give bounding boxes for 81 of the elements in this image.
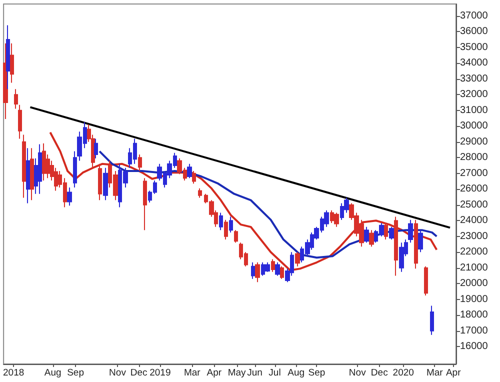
x-tick-label: Aug [44, 368, 62, 378]
x-tick-label: Nov [109, 368, 126, 378]
x-tick-label: Sep [67, 368, 84, 378]
candlestick [94, 138, 98, 159]
x-tick-label: 2018 [2, 368, 24, 378]
candlestick [265, 262, 270, 272]
y-tick-label: 18000 [460, 310, 488, 321]
candlestick [280, 266, 284, 280]
x-tick-label: Sep [308, 368, 326, 378]
y-tick-label: 30000 [460, 120, 488, 132]
candlestick [275, 262, 280, 276]
y-tick-label: 19000 [460, 294, 488, 305]
y-tick-label: 16000 [460, 341, 488, 352]
candlestick [14, 88, 18, 110]
y-tick-label: 17000 [460, 325, 488, 336]
y-tick-label: 34000 [460, 58, 488, 69]
y-tick-label: 23000 [460, 230, 488, 242]
candlestick [364, 226, 369, 244]
y-tick-label: 20000 [460, 278, 488, 290]
candlestick [219, 212, 223, 231]
x-tick-label: Aug [288, 368, 305, 378]
x-tick-label: Dec [370, 368, 388, 378]
x-tick-label: Mar [184, 368, 200, 378]
candlestick [18, 104, 22, 140]
candlestick [6, 24, 10, 90]
x-tick-label: Mar [426, 368, 443, 378]
y-tick-label: 26000 [460, 184, 488, 195]
candlestick [26, 148, 30, 204]
y-tick-label: 24000 [460, 215, 488, 226]
y-tick-label: 29000 [460, 136, 488, 148]
y-tick-label: 27000 [460, 168, 488, 179]
y-tick-label: 22000 [460, 246, 488, 258]
x-tick-label: Jul [268, 368, 281, 378]
y-tick-label: 31000 [460, 104, 488, 116]
x-tick-label: Nov [348, 368, 366, 378]
candlestick [42, 142, 46, 181]
candlestick [38, 144, 42, 194]
candlestick [192, 170, 196, 184]
candlestick [98, 163, 102, 201]
y-tick-label: 33000 [460, 73, 488, 84]
candlestick [334, 212, 339, 228]
candlestick [369, 230, 374, 248]
candlestick [187, 163, 192, 179]
candlestick [251, 262, 255, 280]
candlestick [229, 216, 233, 233]
x-tick-label: Jun [247, 368, 262, 378]
candlestick [224, 219, 228, 240]
candlestick [384, 222, 388, 240]
candlestick [389, 226, 394, 240]
candlestick [73, 150, 77, 188]
x-tick-label: May [228, 368, 246, 378]
x-tick-label: Apr [446, 368, 461, 378]
candlestick [234, 230, 238, 244]
candlestick [22, 134, 26, 198]
x-tick-label: 2020 [392, 368, 414, 378]
candlestick [103, 167, 108, 201]
y-tick-label: 25000 [460, 199, 488, 210]
candlestick [408, 219, 413, 244]
line-series [98, 150, 438, 259]
y-tick-label: 36000 [460, 26, 488, 38]
x-tick-label: 2019 [150, 368, 171, 378]
x-tick-label: Dec [130, 368, 148, 378]
candlestick [424, 266, 428, 296]
candlestick [271, 258, 275, 272]
candlestick [399, 242, 404, 272]
x-tick-label: Apr [206, 368, 222, 378]
candlestick [198, 188, 202, 198]
candlestick [430, 305, 434, 336]
y-tick-label: 21000 [460, 262, 488, 274]
candlestick [67, 187, 72, 206]
candlestick [138, 154, 142, 172]
candlestick [143, 178, 147, 231]
candlestick [255, 262, 260, 283]
y-tick-label: 37000 [460, 10, 488, 22]
candlestick [10, 42, 14, 84]
candlestick [30, 148, 34, 201]
y-tick-label: 28000 [460, 152, 488, 164]
y-tick-label: 35000 [460, 42, 488, 53]
y-tick-label: 32000 [460, 89, 488, 100]
candlestick [418, 230, 423, 253]
candlestick [295, 252, 300, 267]
